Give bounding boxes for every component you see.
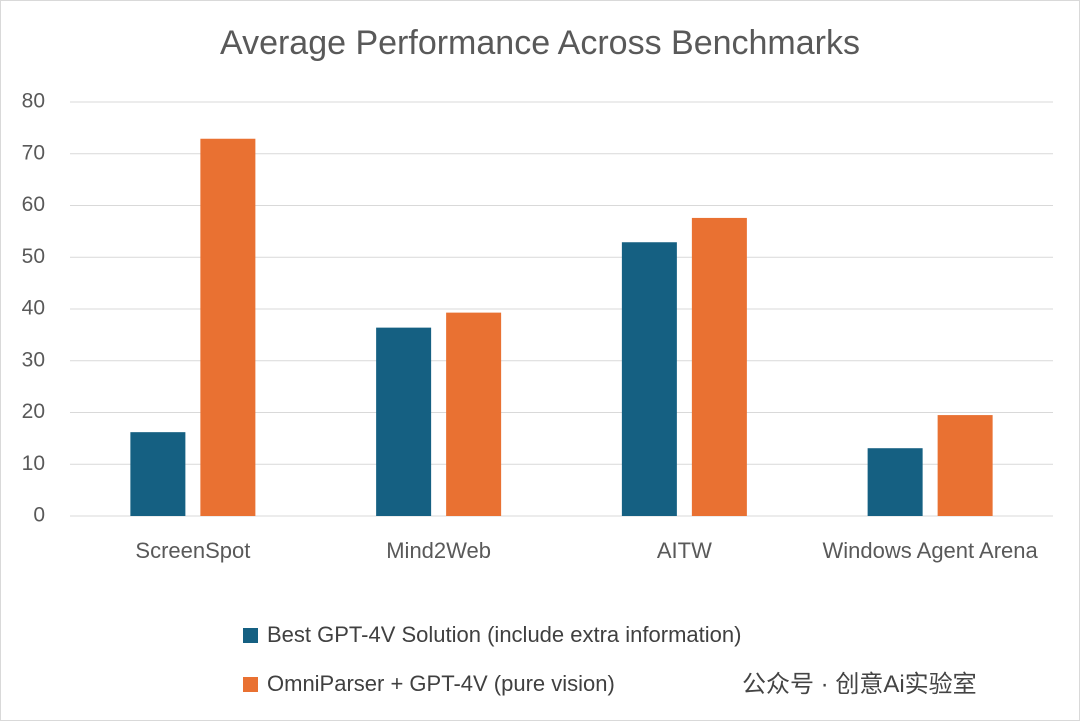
y-tick-label: 10 — [22, 452, 45, 475]
y-tick-label: 20 — [22, 400, 45, 423]
bar — [130, 432, 186, 516]
x-tick-label: Mind2Web — [386, 538, 491, 563]
x-tick-label: ScreenSpot — [135, 538, 251, 563]
y-tick-label: 30 — [22, 348, 45, 371]
y-tick-label: 60 — [22, 193, 45, 216]
y-tick-label: 40 — [22, 297, 45, 320]
bar — [446, 312, 502, 516]
x-tick-label: AITW — [656, 538, 712, 563]
y-tick-label: 50 — [22, 245, 45, 268]
bar — [867, 448, 923, 516]
bar — [937, 415, 993, 516]
legend-label: OmniParser + GPT-4V (pure vision) — [267, 671, 615, 696]
legend-label: Best GPT-4V Solution (include extra info… — [267, 622, 742, 647]
bar — [691, 217, 747, 517]
y-tick-label: 70 — [22, 141, 45, 164]
legend-item: OmniParser + GPT-4V (pure vision) — [243, 671, 615, 697]
y-tick-label: 80 — [22, 90, 45, 113]
bar — [621, 242, 677, 516]
y-tick-label: 0 — [33, 504, 45, 527]
legend-swatch — [243, 676, 258, 692]
watermark: 公众号 · 创意Ai实验室 — [742, 671, 977, 698]
bar — [200, 138, 256, 516]
x-tick-label: Windows Agent Arena — [822, 538, 1038, 563]
legend-swatch — [243, 627, 258, 643]
legend-item: Best GPT-4V Solution (include extra info… — [243, 622, 741, 648]
chart-title: Average Performance Across Benchmarks — [220, 24, 860, 62]
bar — [376, 327, 432, 516]
